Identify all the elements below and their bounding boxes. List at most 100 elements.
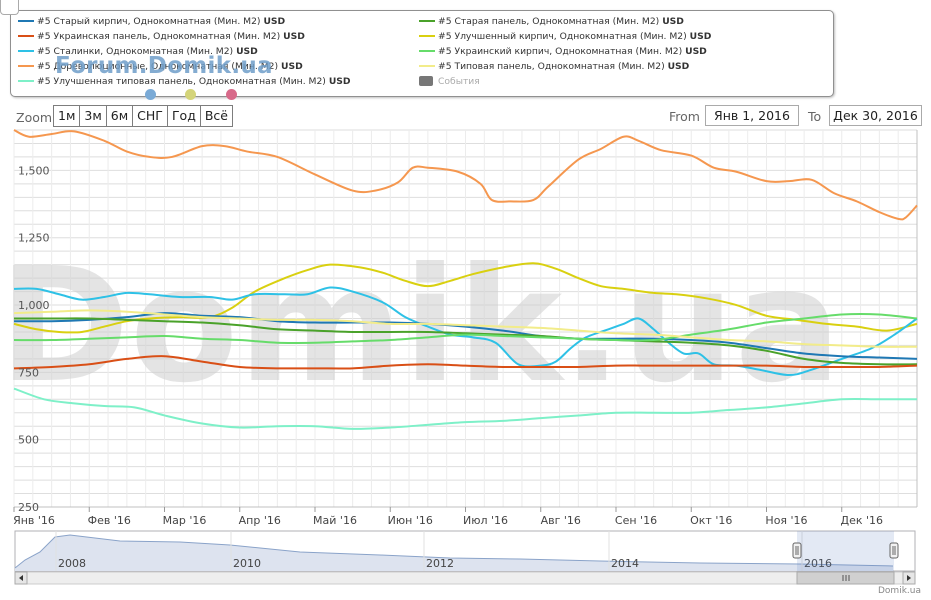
legend-label: #5 Типовая панель, Однокомнатная (Мин. М… bbox=[438, 61, 665, 72]
from-date-input[interactable]: Янв 1, 2016 bbox=[705, 105, 799, 126]
watermark-forum: Forum.Domik.ua bbox=[55, 53, 273, 79]
series-line[interactable] bbox=[13, 309, 918, 348]
legend: #5 Старый кирпич, Однокомнатная (Мин. М2… bbox=[10, 10, 834, 100]
navigator-year-label: 2008 bbox=[58, 557, 86, 570]
series-line[interactable] bbox=[14, 317, 918, 366]
legend-item-old-panel[interactable]: #5 Старая панель, Однокомнатная (Мин. М2… bbox=[419, 16, 684, 28]
x-axis: Янв '16 Фев '16 Мар '16 Апр '16 Май '16 Июн '… bbox=[13, 507, 883, 527]
scrollbar-track[interactable] bbox=[14, 571, 916, 585]
navigator: 2008 2010 2012 2014 2016 bbox=[14, 530, 916, 585]
legend-item-ukrainian-panel[interactable]: #5 Украинская панель, Однокомнатная (Мин… bbox=[18, 31, 305, 43]
legend-item-typical-panel[interactable]: #5 Типовая панель, Однокомнатная (Мин. М… bbox=[419, 61, 689, 73]
y-tick-label: 750 bbox=[18, 366, 39, 379]
navigator-year-label: 2014 bbox=[611, 557, 639, 570]
x-tick-label: Окт '16 bbox=[690, 514, 732, 527]
legend-swatch bbox=[18, 79, 34, 82]
navigator-year-label: 2016 bbox=[804, 557, 832, 570]
legend-swatch bbox=[18, 19, 34, 22]
legend-swatch bbox=[18, 49, 34, 52]
legend-unit: USD bbox=[689, 31, 712, 42]
x-tick-label: Апр '16 bbox=[239, 514, 281, 527]
zoom-3m-button[interactable]: 3м bbox=[80, 106, 107, 126]
y-axis: 250 500 750 1,000 1,250 1,500 bbox=[18, 164, 50, 514]
zoom-6m-button[interactable]: 6м bbox=[106, 106, 134, 126]
scroll-right-arrow-icon bbox=[907, 575, 911, 581]
series-line[interactable] bbox=[13, 262, 918, 334]
navigator-handle[interactable] bbox=[889, 542, 899, 559]
legend-swatch bbox=[419, 34, 435, 37]
x-tick-label: Фев '16 bbox=[88, 514, 131, 527]
legend-collapse-tab[interactable] bbox=[0, 0, 19, 15]
legend-unit: USD bbox=[662, 16, 684, 27]
x-tick-label: Дек '16 bbox=[840, 514, 883, 527]
legend-item-improved-typical-panel[interactable]: #5 Улучшенная типовая панель, Однокомнат… bbox=[18, 76, 351, 88]
from-label: From bbox=[669, 109, 700, 124]
navigator-line bbox=[14, 534, 894, 569]
legend-item-events[interactable]: События bbox=[419, 75, 480, 88]
zoom-1m-button[interactable]: 1м bbox=[54, 106, 81, 126]
legend-item-improved-brick[interactable]: #5 Улучшенный кирпич, Однокомнатная (Мин… bbox=[419, 31, 711, 43]
series-line[interactable] bbox=[13, 312, 918, 360]
legend-unit: USD bbox=[263, 16, 286, 27]
legend-unit: USD bbox=[667, 61, 690, 72]
legend-item-stalinki[interactable]: #5 Сталинки, Однокомнатная (Мин. М2) USD bbox=[18, 46, 258, 58]
legend-label: #5 Дореволюционные, Однокомнатная (Мин. … bbox=[37, 61, 279, 72]
x-tick-label: Янв '16 bbox=[13, 514, 55, 527]
y-tick-label: 500 bbox=[18, 434, 39, 447]
legend-label: #5 Старая панель, Однокомнатная (Мин. М2… bbox=[438, 16, 660, 27]
navigator-selection[interactable] bbox=[797, 531, 894, 571]
legend-label: #5 Улучшенная типовая панель, Однокомнат… bbox=[37, 76, 326, 87]
to-date-input[interactable]: Дек 30, 2016 bbox=[829, 105, 922, 126]
legend-unit: USD bbox=[685, 46, 707, 57]
watermark-domik: Domik.ua bbox=[0, 234, 841, 418]
legend-unit: USD bbox=[283, 31, 305, 42]
y-tick-label: 1,000 bbox=[18, 299, 50, 312]
y-tick-label: 1,250 bbox=[18, 232, 50, 245]
legend-swatch bbox=[18, 64, 34, 67]
navigator-year-label: 2010 bbox=[233, 557, 261, 570]
legend-unit: USD bbox=[236, 46, 258, 57]
x-tick-label: Июн '16 bbox=[388, 514, 433, 527]
y-tick-label: 250 bbox=[18, 501, 39, 514]
legend-label: #5 Старый кирпич, Однокомнатная (Мин. М2… bbox=[37, 16, 261, 27]
x-tick-label: Авг '16 bbox=[541, 514, 581, 527]
zoom-all-button[interactable]: Всё bbox=[200, 106, 232, 126]
legend-label: #5 Сталинки, Однокомнатная (Мин. М2) bbox=[37, 46, 234, 57]
credit-link[interactable]: Domik.ua bbox=[878, 586, 921, 596]
watermark-dot bbox=[185, 89, 196, 100]
series-lines bbox=[13, 129, 918, 430]
events-swatch bbox=[419, 75, 433, 86]
watermark-dot bbox=[145, 89, 156, 100]
scroll-left-arrow-icon bbox=[19, 575, 23, 581]
zoom-label: Zoom bbox=[16, 110, 53, 125]
legend-label: #5 Улучшенный кирпич, Однокомнатная (Мин… bbox=[438, 31, 687, 42]
zoom-year-button[interactable]: Год bbox=[167, 106, 201, 126]
navigator-area bbox=[15, 535, 893, 571]
legend-unit: USD bbox=[328, 76, 351, 87]
legend-swatch bbox=[419, 49, 435, 52]
zoom-ytd-button[interactable]: СНГ bbox=[133, 106, 168, 126]
zoom-buttons: 1м 3м 6м СНГ Год Всё bbox=[53, 105, 233, 127]
to-label: To bbox=[808, 109, 822, 124]
x-tick-label: Июл '16 bbox=[463, 514, 508, 527]
legend-label: #5 Украинский кирпич, Однокомнатная (Мин… bbox=[438, 46, 683, 57]
series-line[interactable] bbox=[13, 312, 918, 344]
legend-item-pre-revolutionary[interactable]: #5 Дореволюционные, Однокомнатная (Мин. … bbox=[18, 61, 303, 73]
series-line[interactable] bbox=[13, 129, 918, 221]
legend-item-ukrainian-brick[interactable]: #5 Украинский кирпич, Однокомнатная (Мин… bbox=[419, 46, 707, 58]
grid bbox=[13, 129, 918, 508]
navigator-year-label: 2012 bbox=[426, 557, 454, 570]
x-tick-label: Май '16 bbox=[313, 514, 357, 527]
legend-swatch bbox=[419, 64, 435, 67]
legend-swatch bbox=[18, 34, 34, 37]
legend-swatch bbox=[419, 19, 435, 22]
x-tick-label: Сен '16 bbox=[615, 514, 657, 527]
series-line[interactable] bbox=[13, 355, 918, 370]
navigator-handle[interactable] bbox=[792, 542, 802, 559]
x-tick-label: Ноя '16 bbox=[765, 514, 807, 527]
series-line[interactable] bbox=[13, 387, 917, 430]
legend-label: #5 Украинская панель, Однокомнатная (Мин… bbox=[37, 31, 281, 42]
x-tick-label: Мар '16 bbox=[163, 514, 207, 527]
legend-item-old-brick[interactable]: #5 Старый кирпич, Однокомнатная (Мин. М2… bbox=[18, 16, 285, 28]
